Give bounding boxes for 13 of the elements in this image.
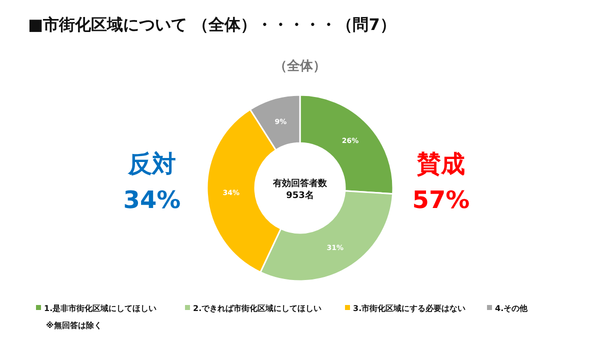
text: 賛成: [416, 150, 465, 178]
text: ※無回答は除く: [46, 321, 102, 330]
text: 953名: [286, 190, 314, 201]
chart-title: ■市街化区域について （全体）・・・・・（問7）: [28, 15, 396, 34]
legend-label: 2.できれば市街化区域にしてほしい: [193, 303, 322, 313]
text: 有効回答者数: [272, 178, 328, 189]
legend-label: 1.是非市街化区域にしてほしい: [44, 303, 157, 313]
legend-label: 4.その他: [495, 304, 529, 313]
legend-label: 3.市街化区域にする必要はない: [353, 303, 466, 313]
chart-subtitle: （全体）: [274, 59, 326, 74]
text: 57%: [412, 186, 470, 214]
text: 反対: [127, 150, 176, 178]
text: 34%: [123, 186, 181, 214]
